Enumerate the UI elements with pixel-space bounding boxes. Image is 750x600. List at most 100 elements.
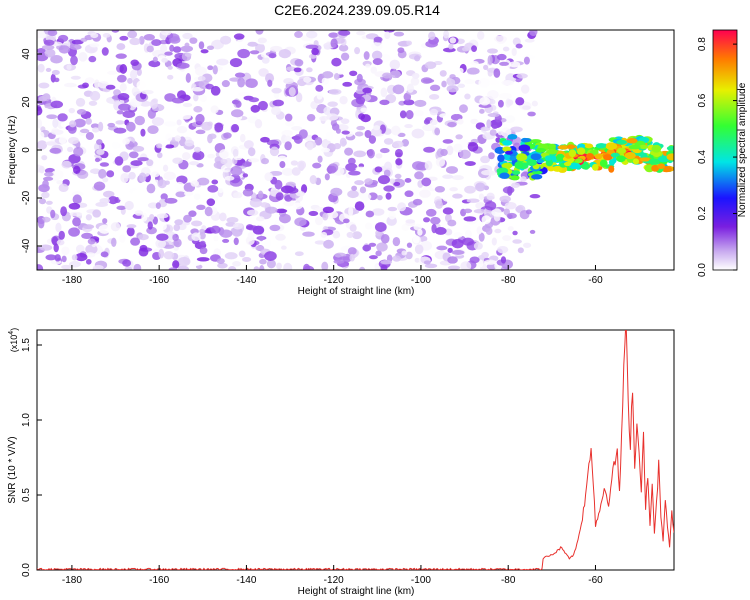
heatmap-cell <box>309 175 317 185</box>
heatmap-cell <box>147 125 159 134</box>
heatmap-cell <box>257 37 267 44</box>
heatmap-cell <box>85 214 92 221</box>
colorbar-tick-label: 0.4 <box>697 150 708 164</box>
heatmap-cell <box>595 143 607 149</box>
heatmap-cell <box>324 173 330 181</box>
heatmap-cell <box>338 30 351 36</box>
heatmap-cell <box>531 100 538 107</box>
heatmap-cell <box>293 67 302 73</box>
snr-series-line <box>37 330 674 570</box>
heatmap-cell <box>233 156 243 161</box>
heatmap-cell <box>453 231 463 238</box>
heatmap-cell <box>133 263 142 270</box>
heatmap-cell <box>460 261 472 270</box>
heatmap-x-ticks: -180 -160 -140 -120 -100 -80 -60 <box>62 265 603 286</box>
heatmap-cell <box>376 194 383 201</box>
heatmap-cell <box>89 90 101 101</box>
heatmap-cell <box>128 151 139 159</box>
heatmap-cell <box>180 45 194 52</box>
heatmap-cell <box>115 120 125 125</box>
heatmap-cell <box>349 224 357 232</box>
heatmap-cell <box>68 227 80 237</box>
heatmap-cell <box>176 119 182 126</box>
heatmap-cell <box>320 231 328 238</box>
heatmap-cell <box>486 192 495 201</box>
heatmap-cell <box>45 67 52 73</box>
heatmap-cell <box>193 193 201 200</box>
heatmap-cell <box>545 158 553 167</box>
heatmap-cell <box>362 244 372 252</box>
heatmap-cell <box>413 109 424 117</box>
heatmap-cell <box>175 191 186 198</box>
heatmap-cell <box>314 240 326 245</box>
heatmap-cell <box>50 100 64 109</box>
heatmap-cell <box>368 255 378 260</box>
heatmap-cell <box>265 73 275 84</box>
heatmap-cell <box>419 189 431 198</box>
heatmap-cell <box>132 145 145 152</box>
heatmap-cell <box>140 128 146 137</box>
heatmap-cell <box>321 147 331 153</box>
heatmap-cell <box>190 180 200 187</box>
heatmap-cell <box>283 200 295 207</box>
heatmap-cell <box>326 165 337 174</box>
heatmap-cell <box>344 147 354 156</box>
heatmap-cell <box>106 170 115 178</box>
heatmap-cell <box>442 139 454 144</box>
heatmap-cell <box>73 146 84 157</box>
heatmap-cell <box>264 251 277 261</box>
heatmap-cell <box>129 69 138 80</box>
heatmap-cell <box>651 164 660 172</box>
heatmap-cell <box>321 261 329 270</box>
heatmap-cell <box>329 211 339 219</box>
heatmap-cell <box>234 72 246 78</box>
heatmap-cell <box>72 165 81 174</box>
heatmap-cell <box>75 97 86 107</box>
heatmap-cell <box>136 80 146 90</box>
heatmap-cell <box>268 53 277 59</box>
heatmap-cell <box>41 191 50 199</box>
heatmap-cell <box>199 94 207 103</box>
heatmap-cell <box>446 145 454 156</box>
heatmap-cell <box>523 242 532 248</box>
heatmap-cell <box>162 164 169 172</box>
heatmap-cell <box>447 121 457 128</box>
heatmap-cell <box>107 122 116 128</box>
heatmap-cell <box>523 56 530 65</box>
heatmap-cell <box>467 142 479 152</box>
heatmap-cell <box>424 87 432 96</box>
heatmap-cell <box>68 136 80 145</box>
heatmap-cell <box>431 223 437 234</box>
heatmap-cell <box>231 124 240 133</box>
heatmap-cell <box>529 139 542 144</box>
heatmap-cell <box>275 233 286 241</box>
heatmap-cell <box>594 153 603 160</box>
heatmap-cell <box>483 64 489 70</box>
heatmap-cell <box>199 228 205 234</box>
heatmap-cell <box>184 191 194 196</box>
heatmap-cell <box>152 216 158 225</box>
heatmap-cell <box>306 67 313 73</box>
heatmap-cell <box>391 266 398 270</box>
heatmap-cell <box>294 251 304 257</box>
heatmap-cell <box>355 166 367 172</box>
heatmap-cell <box>425 208 437 217</box>
heatmap-cell <box>392 255 402 262</box>
heatmap-cell <box>509 61 521 68</box>
heatmap-cell <box>46 114 58 120</box>
heatmap-cell <box>516 73 528 79</box>
heatmap-cell <box>93 181 106 191</box>
heatmap-cell <box>45 200 53 205</box>
heatmap-cell <box>504 201 517 210</box>
heatmap-cell <box>491 237 497 246</box>
heatmap-cell <box>188 210 197 217</box>
heatmap-cell <box>638 144 649 149</box>
y-tick-label: -20 <box>21 190 32 205</box>
heatmap-cell <box>616 139 627 145</box>
heatmap-cell <box>156 213 169 219</box>
heatmap-cell <box>430 216 441 225</box>
heatmap-cell <box>389 70 401 79</box>
heatmap-cell <box>42 179 49 189</box>
heatmap-cell <box>82 82 89 89</box>
y-tick-label: 1.0 <box>21 413 32 427</box>
